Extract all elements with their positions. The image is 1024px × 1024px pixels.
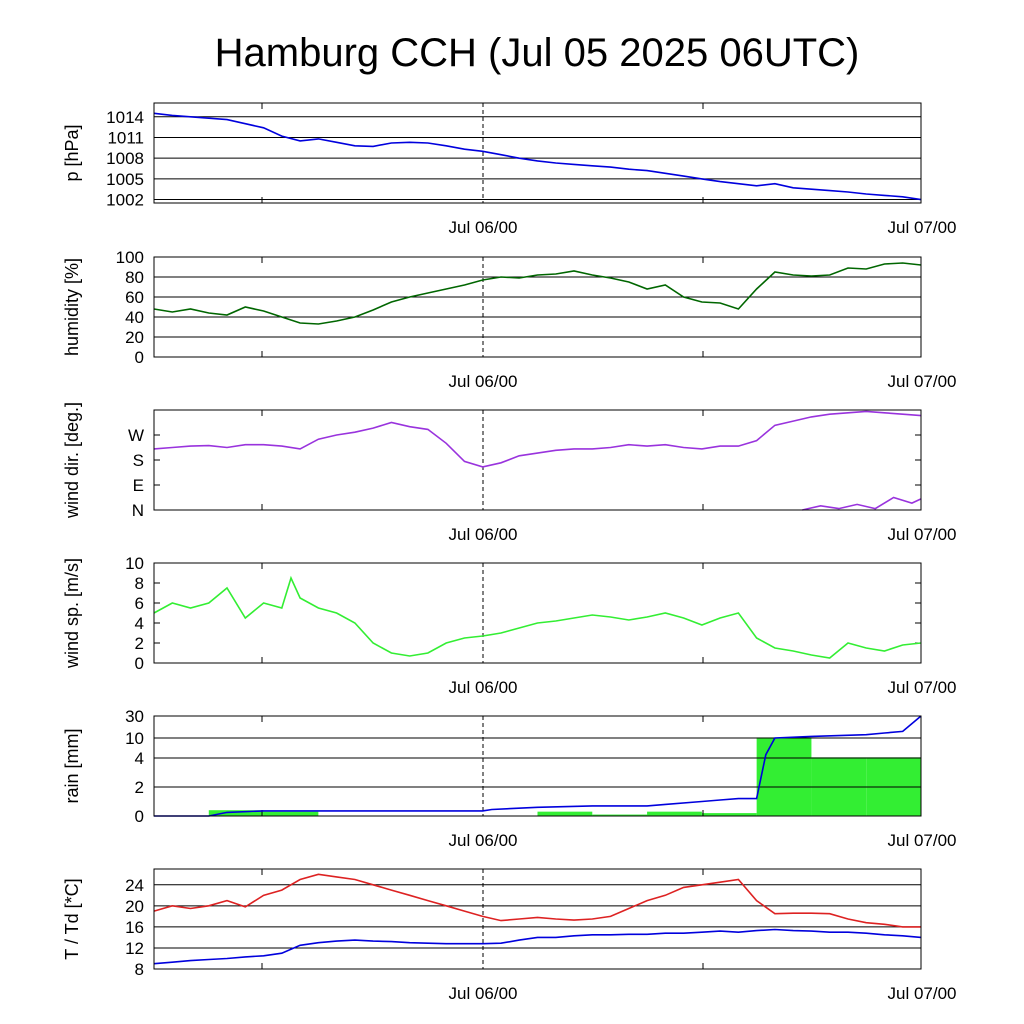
y-tick-label: 60 — [125, 288, 144, 307]
rain-bar — [592, 814, 648, 816]
y-axis-label: humidity [%] — [62, 258, 82, 356]
series-line-1 — [802, 496, 922, 511]
rain-bar — [537, 811, 593, 816]
x-tick-label: Jul 07/00 — [888, 678, 957, 697]
rain-bar — [756, 737, 812, 816]
y-tick-label: 0 — [135, 348, 144, 367]
rain-bar — [263, 811, 319, 816]
y-tick-label: 24 — [125, 876, 144, 895]
y-tick-label: 0 — [135, 654, 144, 673]
plot-frame — [153, 256, 922, 358]
y-axis-label: p [hPa] — [62, 124, 82, 181]
panel-5: 24 20 16 12 8 T / Td [*C] Jul 06/00 Jul 07/00 — [62, 868, 957, 1003]
y-tick-label: 100 — [116, 248, 144, 267]
y-tick-label: 0 — [135, 807, 144, 826]
y-tick-label: 1005 — [106, 170, 144, 189]
rain-bar — [208, 810, 264, 816]
y-tick-label: 8 — [135, 960, 144, 979]
y-tick-label: 6 — [135, 594, 144, 613]
y-axis-label: rain [mm] — [62, 728, 82, 803]
series-line-0 — [154, 715, 922, 817]
x-tick-label: Jul 06/00 — [449, 984, 518, 1003]
plot-frame — [153, 715, 922, 817]
x-tick-label: Jul 06/00 — [449, 678, 518, 697]
y-tick-label: 1008 — [106, 149, 144, 168]
y-tick-label: 1002 — [106, 191, 144, 210]
rain-bar — [647, 811, 702, 816]
y-tick-label: 30 — [125, 707, 144, 726]
x-tick-label: Jul 06/00 — [449, 372, 518, 391]
y-tick-label: 8 — [135, 574, 144, 593]
y-tick-label: 10 — [125, 729, 144, 748]
y-axis-label: wind sp. [m/s] — [62, 558, 82, 669]
series-line-0 — [153, 262, 922, 325]
y-tick-label: 2 — [135, 778, 144, 797]
y-tick-label: E — [133, 476, 144, 495]
y-tick-label: 1014 — [106, 108, 144, 127]
x-tick-label: Jul 06/00 — [449, 218, 518, 237]
y-tick-label: 1011 — [107, 128, 144, 147]
y-tick-label: 10 — [125, 554, 144, 573]
x-tick-label: Jul 07/00 — [888, 372, 957, 391]
series-line-1 — [153, 928, 922, 965]
x-tick-label: Jul 07/00 — [888, 831, 957, 850]
y-tick-label: 40 — [125, 308, 144, 327]
y-tick-label: N — [132, 501, 144, 520]
x-tick-label: Jul 07/00 — [888, 218, 957, 237]
y-tick-label: W — [128, 426, 144, 445]
y-tick-label: 4 — [135, 614, 144, 633]
series-line-0 — [153, 873, 921, 928]
x-tick-label: Jul 07/00 — [888, 984, 957, 1003]
x-tick-label: Jul 07/00 — [888, 525, 957, 544]
y-tick-label: 16 — [125, 918, 144, 937]
y-tick-label: 20 — [125, 897, 144, 916]
y-tick-label: 4 — [135, 749, 144, 768]
rain-bar — [701, 813, 757, 816]
x-tick-label: Jul 06/00 — [449, 831, 518, 850]
y-tick-label: S — [133, 451, 144, 470]
chart-title: Hamburg CCH (Jul 05 2025 06UTC) — [215, 31, 860, 75]
series-line-0 — [153, 410, 922, 468]
y-axis-label: wind dir. [deg.] — [62, 402, 82, 519]
plot-frame — [153, 562, 922, 664]
series-line-0 — [153, 112, 922, 201]
plot-frame — [153, 102, 922, 204]
plot-frame — [153, 409, 922, 511]
y-tick-label: 80 — [125, 268, 144, 287]
series-line-0 — [153, 575, 922, 659]
y-axis-label: T / Td [*C] — [62, 878, 82, 959]
y-tick-label: 12 — [125, 939, 144, 958]
x-tick-label: Jul 06/00 — [449, 525, 518, 544]
y-tick-label: 2 — [135, 634, 144, 653]
y-tick-label: 20 — [125, 328, 144, 347]
panel-4: 30 104 2 0 rain [mm] Jul 06/00 Jul 07/00 — [62, 707, 957, 850]
plot-frame — [153, 868, 922, 970]
